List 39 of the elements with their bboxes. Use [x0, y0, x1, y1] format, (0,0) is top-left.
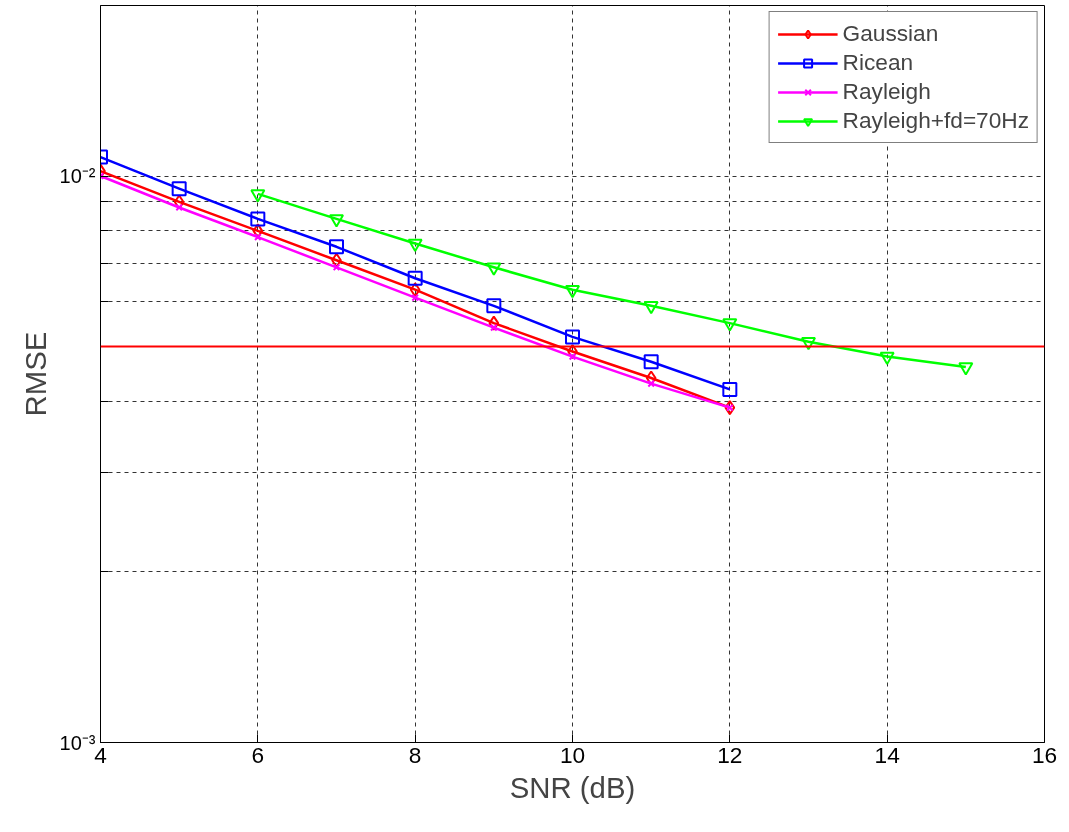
x-tick-label: 10: [559, 741, 586, 768]
point: [568, 352, 577, 361]
x-tick-label: 12: [717, 741, 743, 768]
point: [250, 211, 266, 227]
point: [958, 362, 974, 376]
point: [879, 351, 895, 366]
legend-label: Rayleigh: [842, 78, 931, 105]
x-tick-label: 6: [251, 741, 265, 768]
x-axis-title: SNR (dB): [509, 770, 636, 804]
point: [565, 329, 580, 345]
point: [724, 400, 736, 416]
point: [332, 263, 341, 272]
point: [643, 301, 659, 315]
legend-label: Rayleigh+fd=70Hz: [842, 107, 1029, 134]
point: [488, 315, 500, 331]
y-axis-title: RMSE: [18, 331, 52, 417]
point: [407, 238, 423, 253]
x-tick-label: 16: [1031, 741, 1058, 768]
point: [643, 354, 659, 370]
x-tick-label: 8: [408, 741, 422, 768]
x-tick-label: 14: [874, 741, 900, 768]
point: [409, 282, 421, 298]
point: [329, 214, 344, 228]
y-tick-label: 10⁻²: [59, 165, 96, 188]
point: [171, 181, 187, 197]
y-tick-label: 10⁻³: [59, 731, 96, 754]
point: [486, 298, 502, 314]
point: [486, 262, 502, 276]
point: [565, 284, 580, 299]
legend-label: Ricean: [842, 49, 914, 76]
point: [407, 270, 423, 286]
point: [801, 336, 816, 351]
point: [722, 318, 738, 332]
point: [722, 381, 738, 397]
point: [329, 239, 344, 255]
point: [250, 189, 266, 203]
x-tick-label: 4: [94, 741, 107, 768]
point: [175, 203, 183, 212]
legend-label: Gaussian: [842, 20, 939, 47]
